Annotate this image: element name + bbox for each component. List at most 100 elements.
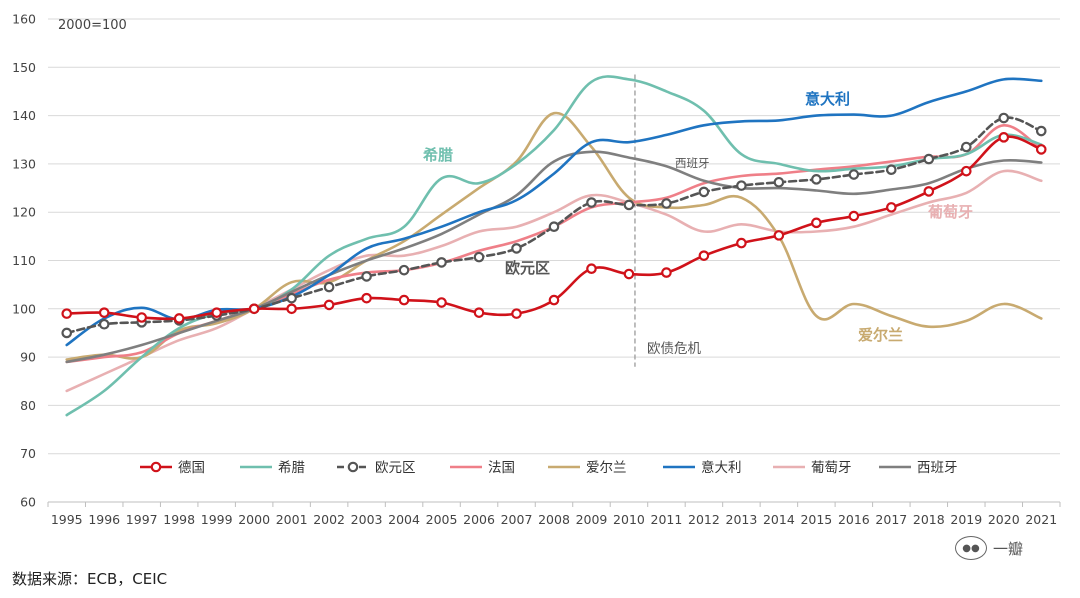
data-point-germany xyxy=(473,307,485,318)
series-ireland xyxy=(65,111,1043,361)
data-point-germany xyxy=(998,132,1010,143)
data-point-eurozone xyxy=(998,112,1010,124)
data-point-eurozone xyxy=(98,318,110,330)
crisis-label: 欧债危机 xyxy=(647,341,701,357)
legend-item-ireland: 爱尔兰 xyxy=(548,460,627,476)
series-greece xyxy=(65,75,1043,417)
y-tick-label: 160 xyxy=(12,12,36,27)
data-point-eurozone xyxy=(473,251,485,263)
data-point-eurozone xyxy=(586,197,597,208)
x-tick-label: 2006 xyxy=(463,512,495,527)
legend-label-spain: 西班牙 xyxy=(917,460,958,476)
watermark: ●● 一瓣 xyxy=(955,536,1023,560)
data-point-germany xyxy=(398,294,410,306)
x-tick-label: 1997 xyxy=(126,512,158,527)
x-tick-label: 2000 xyxy=(238,512,270,527)
legend-label-portugal: 葡萄牙 xyxy=(811,460,852,476)
y-tick-label: 80 xyxy=(20,398,36,413)
data-point-eurozone xyxy=(623,199,635,211)
x-tick-label: 2009 xyxy=(576,512,608,527)
x-tick-label: 2014 xyxy=(763,512,795,527)
data-point-eurozone xyxy=(886,164,897,175)
data-point-germany xyxy=(173,313,185,324)
x-tick-label: 2021 xyxy=(1025,512,1057,527)
x-tick-label: 2004 xyxy=(388,512,420,527)
data-point-germany xyxy=(361,292,372,304)
x-tick-label: 2011 xyxy=(651,512,683,527)
y-tick-label: 70 xyxy=(20,446,36,461)
legend-label-eurozone: 欧元区 xyxy=(375,460,416,476)
series-germany xyxy=(61,132,1047,324)
series-portugal xyxy=(65,169,1043,393)
legend-label-italy: 意大利 xyxy=(701,459,742,476)
series-line-portugal xyxy=(65,169,1043,393)
legend-label-ireland: 爱尔兰 xyxy=(586,460,627,476)
data-point-eurozone xyxy=(286,292,297,304)
x-tick-label: 2018 xyxy=(913,512,945,527)
x-tick-label: 1999 xyxy=(201,512,233,527)
x-tick-label: 2001 xyxy=(276,512,308,527)
y-axis: 60 70 80 90 100 110 120 130 140 150 160 xyxy=(12,12,36,510)
data-point-eurozone xyxy=(661,198,672,209)
y-tick-label: 150 xyxy=(12,60,36,75)
data-point-germany xyxy=(811,217,822,229)
x-tick-label: 2010 xyxy=(613,512,645,527)
data-point-germany xyxy=(98,307,110,318)
data-point-germany xyxy=(436,297,447,308)
legend-marker-eurozone xyxy=(347,461,359,473)
data-point-germany xyxy=(323,299,335,311)
data-point-germany xyxy=(586,263,597,275)
data-point-germany xyxy=(136,312,148,323)
x-tick-label: 2005 xyxy=(426,512,458,527)
x-tick-label: 2020 xyxy=(988,512,1020,527)
x-tick-label: 2003 xyxy=(351,512,383,527)
data-point-eurozone xyxy=(698,186,710,198)
series-spain xyxy=(65,150,1043,364)
source-note: 数据来源：ECB，CEIC xyxy=(12,570,168,588)
data-point-eurozone xyxy=(773,176,785,188)
grid xyxy=(48,18,1060,503)
data-point-germany xyxy=(848,210,860,222)
y-tick-label: 140 xyxy=(12,108,36,123)
chart-note: 2000=100 xyxy=(58,18,127,33)
data-point-eurozone xyxy=(548,221,560,232)
y-tick-label: 120 xyxy=(12,205,36,220)
x-tick-label: 2019 xyxy=(950,512,982,527)
x-tick-label: 2013 xyxy=(726,512,758,527)
y-tick-label: 100 xyxy=(12,301,36,316)
x-tick-label: 1995 xyxy=(51,512,83,527)
data-point-eurozone xyxy=(361,271,372,282)
y-tick-label: 110 xyxy=(12,253,36,268)
series-line-greece xyxy=(65,75,1043,417)
legend-item-italy: 意大利 xyxy=(663,459,742,476)
data-point-germany xyxy=(61,308,73,319)
y-tick-label: 130 xyxy=(12,156,36,171)
data-point-germany xyxy=(736,237,747,249)
legend-item-greece: 希腊 xyxy=(240,460,305,476)
data-point-germany xyxy=(661,267,672,278)
x-tick-label: 2012 xyxy=(688,512,720,527)
series-line-spain xyxy=(65,150,1043,364)
label-spain: 西班牙 xyxy=(675,156,710,170)
legend-item-france: 法国 xyxy=(450,460,515,476)
legend-label-greece: 希腊 xyxy=(278,460,305,476)
x-tick-label: 2008 xyxy=(538,512,570,527)
x-axis: 1995 1996 1997 1998 1999 2000 2001 2002 2003 2004… xyxy=(47,502,1061,527)
x-tick-label: 1996 xyxy=(88,512,120,527)
data-point-germany xyxy=(698,250,710,261)
data-point-germany xyxy=(773,230,785,241)
label-eurozone: 欧元区 xyxy=(505,259,550,277)
label-italy: 意大利 xyxy=(805,90,850,108)
data-point-eurozone xyxy=(960,141,972,153)
legend-label-france: 法国 xyxy=(488,460,515,476)
series-line-ireland xyxy=(65,111,1043,361)
x-tick-label: 2007 xyxy=(501,512,533,527)
data-point-germany xyxy=(623,268,635,280)
legend-item-spain: 西班牙 xyxy=(879,460,958,476)
x-tick-label: 2015 xyxy=(800,512,832,527)
data-point-germany xyxy=(923,186,935,197)
label-greece: 希腊 xyxy=(423,146,453,164)
data-point-eurozone xyxy=(398,264,410,276)
